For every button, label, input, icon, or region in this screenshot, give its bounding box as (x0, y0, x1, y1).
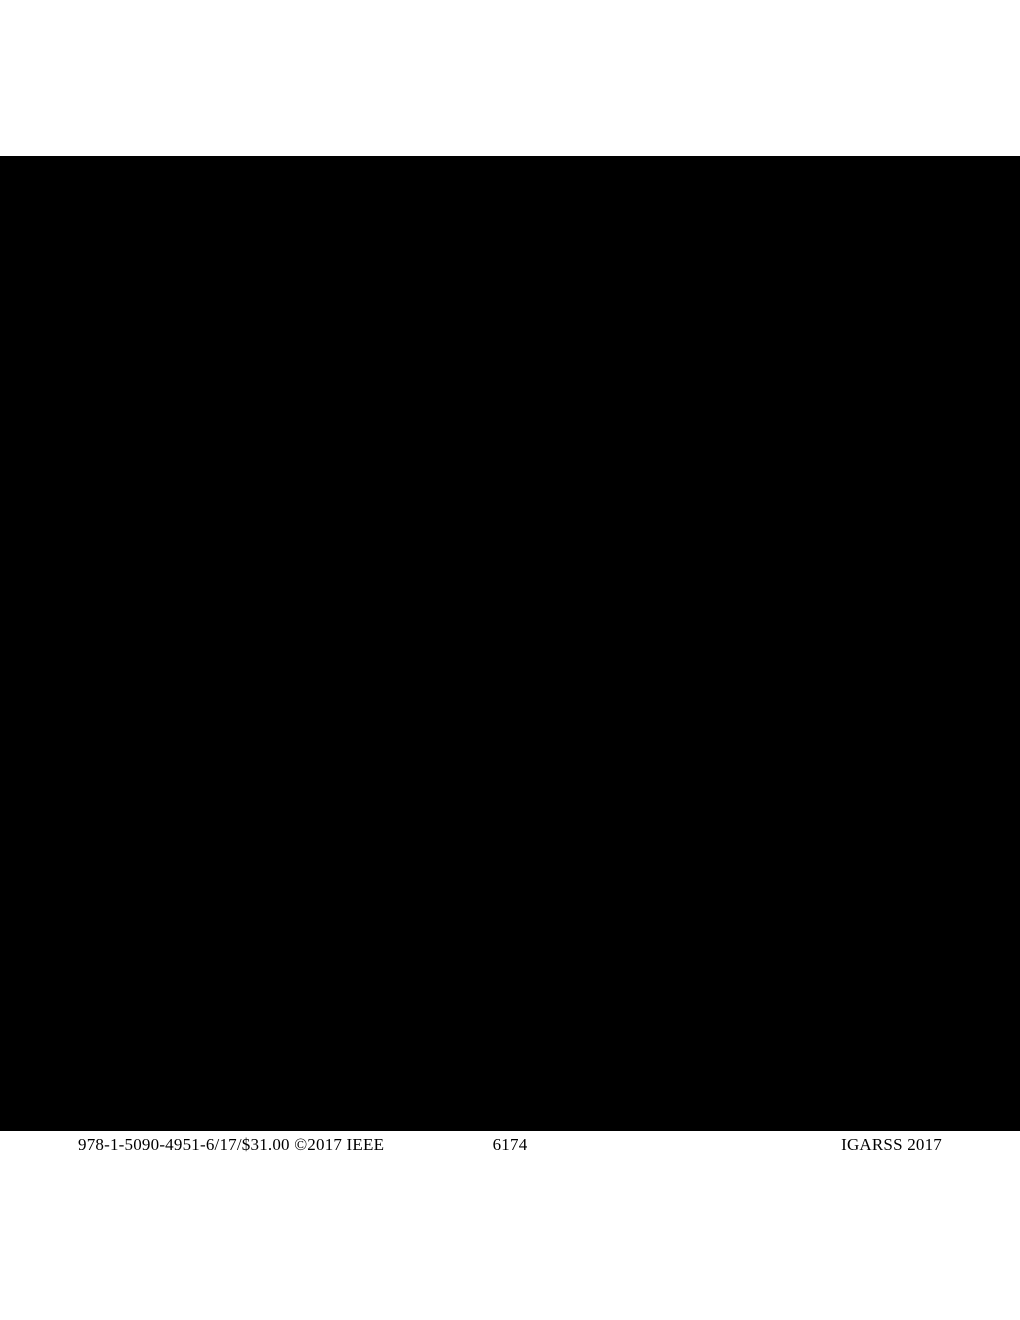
footer-conference: IGARSS 2017 (841, 1135, 942, 1155)
page-footer: 978-1-5090-4951-6/17/$31.00 ©2017 IEEE 6… (0, 1135, 1020, 1155)
footer-isbn-copyright: 978-1-5090-4951-6/17/$31.00 ©2017 IEEE (78, 1135, 384, 1155)
footer-page-number: 6174 (493, 1135, 528, 1155)
redacted-body-region (0, 156, 1020, 1131)
